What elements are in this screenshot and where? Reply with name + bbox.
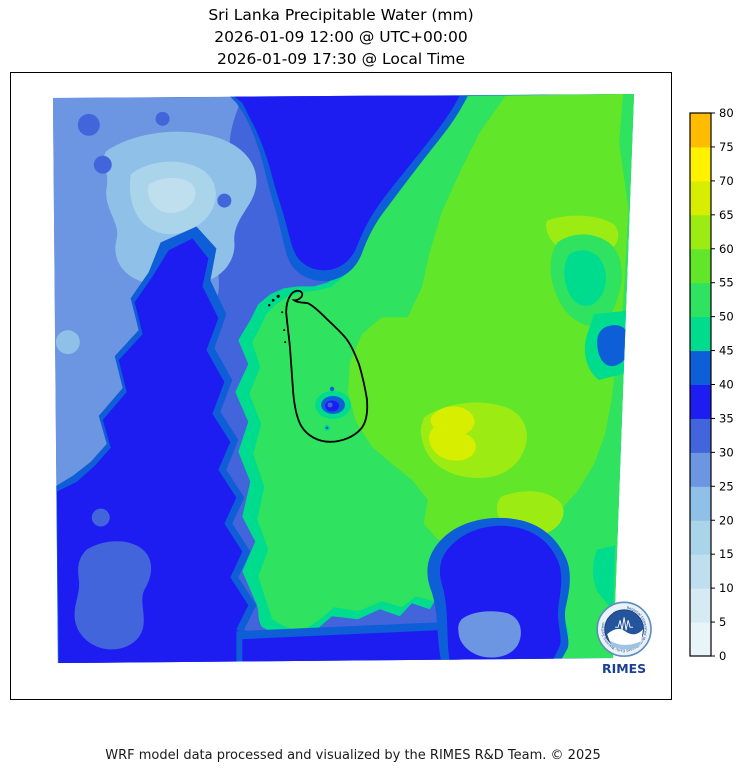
colorbar-segment — [690, 520, 711, 555]
contour-region — [325, 426, 329, 430]
colorbar-segment — [690, 282, 711, 318]
colorbar-segment — [690, 214, 711, 250]
colorbar-tick-label: 10 — [719, 581, 734, 595]
colorbar-tick-label: 15 — [719, 547, 734, 561]
colorbar-segment — [690, 622, 711, 657]
colorbar-segment — [690, 180, 711, 216]
colorbar-segment — [690, 146, 711, 182]
colorbar-segment — [690, 588, 711, 623]
contour-fill-layers — [52, 93, 635, 664]
colorbar-tick-label: 35 — [719, 411, 734, 425]
islet-dot — [271, 298, 275, 302]
colorbar-segment — [690, 316, 711, 352]
footer-credit: WRF model data processed and visualized … — [105, 748, 601, 763]
contour-region — [147, 177, 196, 214]
plot-title-line3: 2026-01-09 17:30 @ Local Time — [216, 50, 466, 68]
sri-lanka-coastline-outline — [285, 289, 369, 443]
contour-region — [93, 155, 112, 174]
contour-region — [91, 508, 110, 527]
colorbar-tick-label: 5 — [719, 615, 726, 629]
rimes-logo-label: RIMES — [602, 661, 646, 676]
islet-dot — [276, 294, 280, 298]
colorbar-tick-label: 25 — [719, 479, 734, 493]
contour-region — [217, 193, 232, 208]
colorbar-tick-label: 55 — [719, 276, 734, 290]
contour-region — [597, 325, 630, 367]
contour-region — [74, 541, 152, 650]
plot-title-line1: Sri Lanka Precipitable Water (mm) — [208, 6, 474, 24]
colorbar-segment — [690, 248, 711, 284]
colorbar-tick-label: 60 — [719, 242, 734, 256]
contour-region — [329, 386, 335, 392]
contour-region — [155, 111, 170, 126]
contour-region — [55, 330, 80, 355]
colorbar-segment — [690, 384, 711, 419]
contour-region — [458, 611, 521, 658]
plot-title-line2: 2026-01-09 12:00 @ UTC+00:00 — [214, 28, 468, 46]
colorbar-tick-label: 45 — [719, 344, 734, 358]
islet-dot — [283, 329, 286, 332]
contour-region — [564, 250, 606, 306]
logo-wave-icon — [607, 628, 644, 646]
colorbar-segment — [690, 418, 711, 453]
contour-region — [232, 94, 460, 271]
islet-dot — [284, 341, 287, 344]
colorbar-tick-label: 20 — [719, 513, 734, 527]
contour-region — [347, 93, 635, 547]
colorbar-tick-label: 50 — [719, 310, 734, 324]
contour-region — [593, 545, 616, 612]
contour-region — [242, 629, 461, 664]
contour-region — [428, 406, 476, 461]
plot-title-block: Sri Lanka Precipitable Water (mm) 2026-0… — [10, 4, 672, 70]
contour-region — [327, 402, 333, 408]
colorbar-tick-label: 70 — [719, 174, 734, 188]
contour-region — [619, 93, 635, 213]
logo-wave-shadow — [609, 640, 642, 650]
colorbar-segment — [690, 113, 711, 148]
colorbar-tick-label: 0 — [719, 649, 726, 663]
colorbar-tick-label: 40 — [719, 378, 734, 392]
precipitable-water-contour-map: Regional Integrated Multi-Hazard Early W… — [52, 93, 652, 676]
colorbar-segment — [690, 452, 711, 487]
colorbar: 0 5 10 15 20 25 30 35 40 45 50 55 60 65 70 75 80 — [689, 106, 734, 663]
islet-dot — [268, 304, 271, 307]
islet-dot — [281, 311, 284, 314]
logo-seismograph-icon — [615, 617, 634, 631]
colorbar-segment — [690, 350, 711, 385]
colorbar-tick-label: 65 — [719, 208, 734, 222]
colorbar-segment — [690, 554, 711, 589]
colorbar-tick-label: 75 — [719, 140, 734, 154]
colorbar-segment — [690, 486, 711, 521]
map-axes-panel: Regional Integrated Multi-Hazard Early W… — [10, 72, 672, 700]
colorbar-tick-label: 80 — [719, 106, 734, 120]
rimes-logo: Regional Integrated Multi-Hazard Early W… — [596, 601, 652, 676]
contour-region — [77, 113, 100, 136]
colorbar-tick-label: 30 — [719, 445, 734, 459]
